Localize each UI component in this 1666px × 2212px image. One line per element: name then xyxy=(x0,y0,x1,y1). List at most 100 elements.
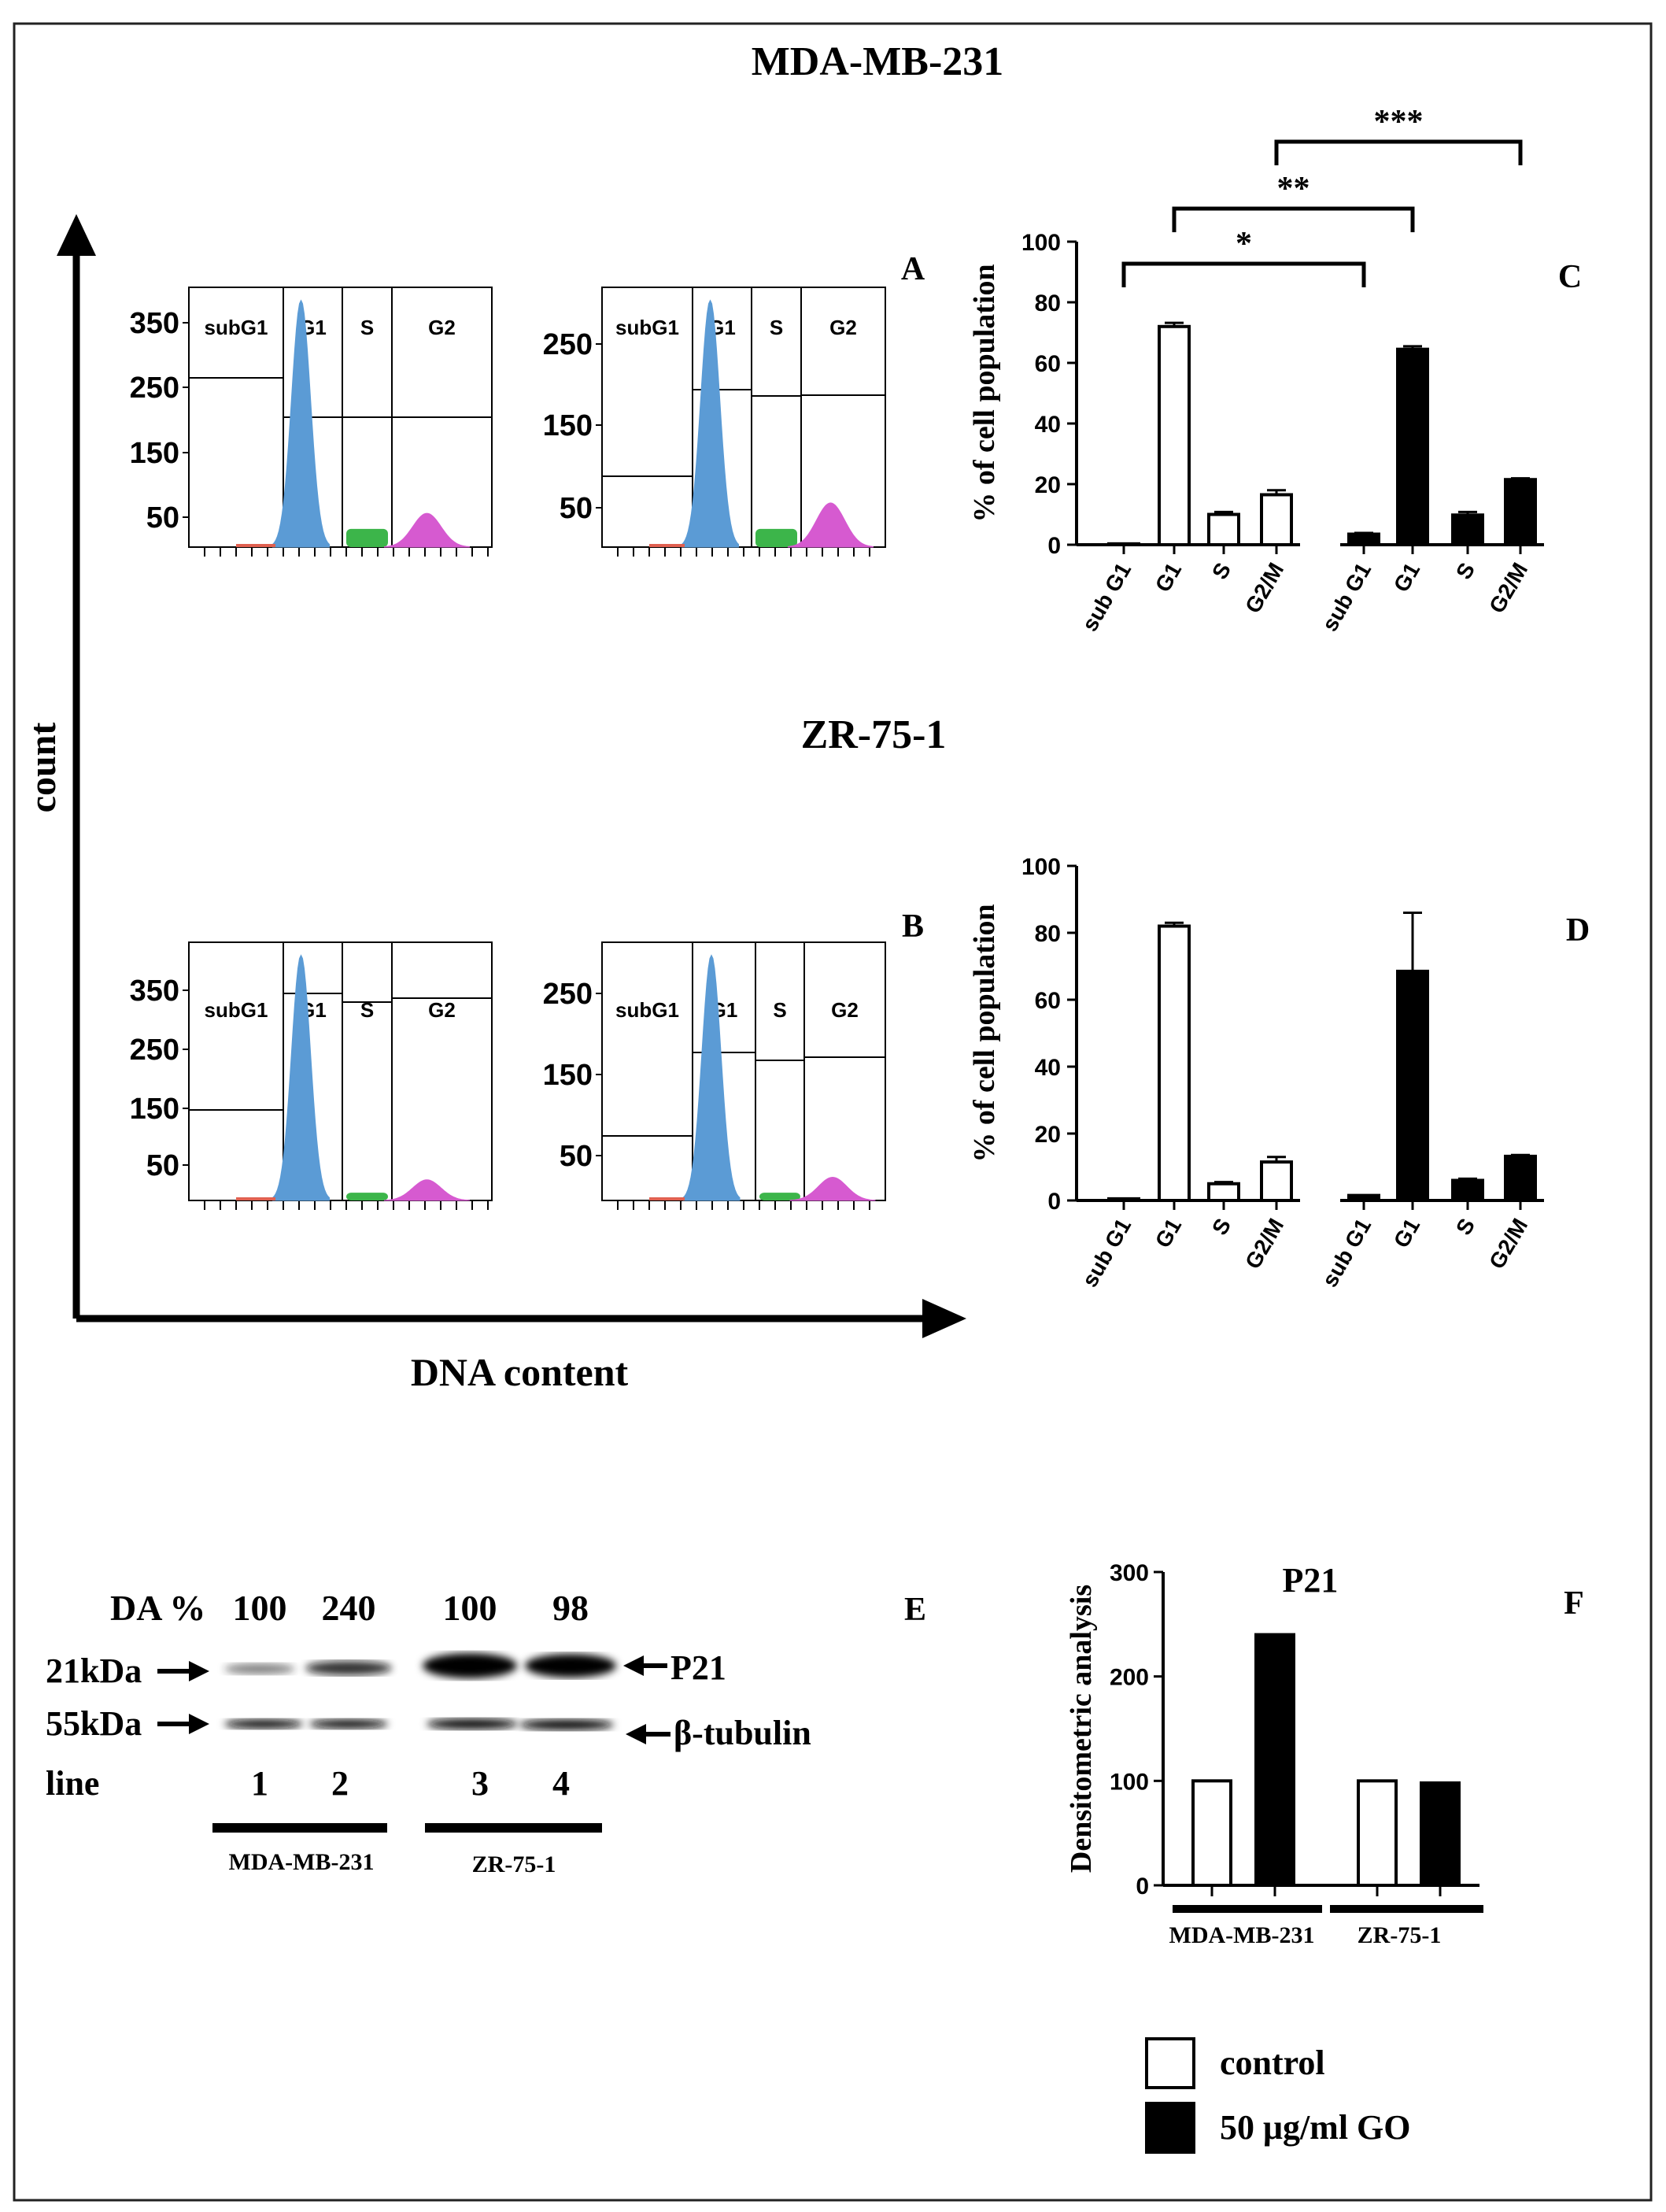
bar xyxy=(1207,512,1240,546)
blot-lane-number: 3 xyxy=(471,1764,489,1803)
group-label: ZR-75-1 xyxy=(1358,1922,1442,1948)
bar xyxy=(1254,1633,1295,1888)
blot-group-label-zr: ZR-75-1 xyxy=(472,1851,556,1877)
count-axis-label: count xyxy=(22,723,64,813)
x-tick-label: G2/M xyxy=(1484,559,1532,618)
y-axis-label: % of cell population xyxy=(968,904,1001,1162)
g1-peak xyxy=(272,299,330,548)
y-tick-label: 100 xyxy=(1021,230,1061,256)
band-tubulin-lane4 xyxy=(519,1719,614,1730)
gate-label: subG1 xyxy=(615,316,679,339)
marker-55kda: 55kDa xyxy=(46,1704,142,1743)
significance-bracket xyxy=(1172,206,1415,232)
x-tick-label: sub G1 xyxy=(1317,559,1376,636)
significance-stars: * xyxy=(1236,226,1252,262)
x-tick-label: sub G1 xyxy=(1317,1215,1376,1292)
y-tick-label: 100 xyxy=(1110,1769,1149,1795)
x-tick-label: G1 xyxy=(1389,559,1425,597)
gate-label: G2 xyxy=(831,998,859,1022)
x-tick-label: G1 xyxy=(1389,1215,1425,1252)
blot-group-label-mda: MDA-MB-231 xyxy=(229,1849,375,1875)
blot-da-value: 100 xyxy=(443,1588,497,1628)
legend-label-control: control xyxy=(1220,2044,1325,2082)
bar xyxy=(1347,532,1380,547)
bar-chart-c: 0 20 40 60 80 100 % of cell population sub G1 G1… xyxy=(968,104,1544,635)
gate-label: S xyxy=(773,998,786,1022)
band-p21-lane1 xyxy=(224,1663,295,1674)
y-tick-label: 60 xyxy=(1035,988,1061,1014)
figure-frame xyxy=(13,22,1653,2202)
y-tick-label: 250 xyxy=(130,372,179,405)
y-tick-label: 350 xyxy=(130,307,179,340)
marker-55-arrowhead xyxy=(189,1714,209,1734)
x-tick-label: sub G1 xyxy=(1077,559,1136,636)
legend: control 50 μg/ml GO xyxy=(1145,2037,1411,2154)
y-tick-label: 300 xyxy=(1110,1560,1149,1586)
bar xyxy=(1207,1182,1240,1202)
title-zr: ZR-75-1 xyxy=(801,712,947,757)
bar xyxy=(1357,1779,1398,1887)
significance-bracket xyxy=(1274,139,1523,165)
bar xyxy=(1504,1154,1537,1203)
panel-letter-f: F xyxy=(1564,1585,1584,1622)
blot-da-label: DA % xyxy=(110,1588,205,1628)
bar xyxy=(1191,1779,1232,1887)
count-axis-arrow xyxy=(57,214,96,256)
g2-peak xyxy=(383,512,470,548)
y-tick-label: 50 xyxy=(560,1140,593,1173)
band-tubulin-lane3 xyxy=(427,1718,518,1729)
y-tick-label: 250 xyxy=(130,1034,179,1067)
y-axis-label: % of cell population xyxy=(968,264,1001,522)
blot-lane-number: 1 xyxy=(251,1764,268,1803)
bar xyxy=(1158,924,1191,1202)
gate-label: subG1 xyxy=(205,316,268,339)
protein-tubulin-label: β-tubulin xyxy=(674,1714,811,1752)
legend-swatch-control xyxy=(1145,2037,1195,2089)
bar xyxy=(1347,1193,1380,1202)
gate-label: S xyxy=(360,998,374,1022)
subg1-fill xyxy=(236,544,275,547)
blot-lane-number: 4 xyxy=(552,1764,570,1803)
blot-da-value: 98 xyxy=(552,1588,589,1628)
g2-peak xyxy=(789,1176,876,1201)
s-phase-fill xyxy=(346,528,388,547)
bar xyxy=(1260,493,1293,546)
y-tick-label: 250 xyxy=(543,328,593,361)
y-axis-label: Densitometric analysis xyxy=(1065,1585,1098,1873)
y-tick-label: 200 xyxy=(1110,1665,1149,1691)
y-tick-label: 50 xyxy=(560,492,593,525)
s-phase-fill xyxy=(755,528,797,547)
y-tick-label: 20 xyxy=(1035,1122,1061,1148)
band-p21-lane4 xyxy=(525,1654,616,1677)
y-tick-label: 250 xyxy=(543,978,593,1011)
bar xyxy=(1396,347,1429,546)
p21-arrowhead xyxy=(623,1655,644,1676)
y-tick-label: 0 xyxy=(1047,533,1061,559)
y-tick-label: 20 xyxy=(1035,472,1061,498)
g2-peak xyxy=(383,1179,470,1201)
bar-chart-f: 0 100 200 300 Densitometric analysis P21 MDA-M… xyxy=(1065,1560,1483,1948)
band-p21-lane3 xyxy=(423,1653,517,1678)
protein-p21-label: P21 xyxy=(670,1648,726,1687)
marker-21-arrowhead xyxy=(189,1661,209,1681)
subg1-fill xyxy=(649,1197,685,1200)
legend-label-treated: 50 μg/ml GO xyxy=(1220,2108,1411,2147)
panel-letter-d: D xyxy=(1566,912,1590,949)
panel-letter-a: A xyxy=(901,251,925,287)
dna-axis-arrow xyxy=(922,1299,966,1338)
flow-axes: count DNA content xyxy=(22,214,966,1394)
g1-peak xyxy=(682,299,739,548)
gate-label: S xyxy=(770,316,783,339)
gate-label: G2 xyxy=(829,316,857,339)
x-tick-label: S xyxy=(1207,1215,1236,1240)
bar xyxy=(1107,1197,1140,1202)
x-tick-label: G2/M xyxy=(1240,1215,1288,1274)
y-tick-label: 50 xyxy=(146,501,179,535)
significance-bracket xyxy=(1121,261,1366,287)
y-tick-label: 40 xyxy=(1035,1055,1061,1081)
bar xyxy=(1107,542,1140,546)
